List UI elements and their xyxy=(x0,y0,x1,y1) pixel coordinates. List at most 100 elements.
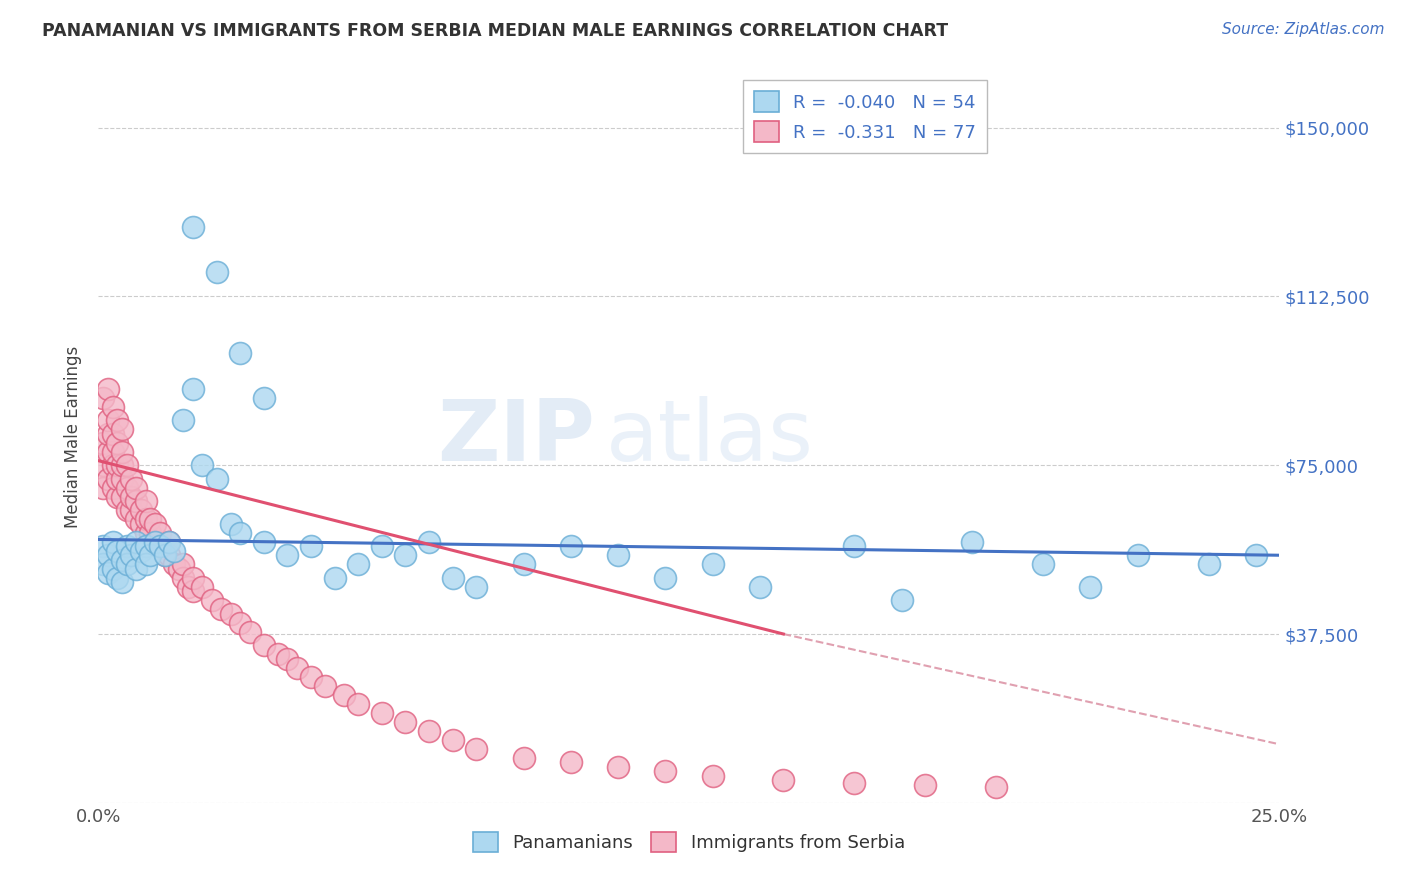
Text: ZIP: ZIP xyxy=(437,395,595,479)
Point xyxy=(239,624,262,639)
Point xyxy=(1198,558,1220,572)
Point xyxy=(125,481,148,495)
Point xyxy=(201,593,224,607)
Point xyxy=(299,539,322,553)
Point xyxy=(115,558,138,572)
Point xyxy=(135,539,157,553)
Point xyxy=(347,558,370,572)
Point xyxy=(135,525,157,540)
Point xyxy=(512,751,534,765)
Point xyxy=(205,265,228,279)
Point xyxy=(97,426,120,441)
Point xyxy=(115,539,138,553)
Point xyxy=(172,571,194,585)
Point xyxy=(91,481,114,495)
Point xyxy=(125,494,148,508)
Point xyxy=(1080,580,1102,594)
Point xyxy=(607,760,630,774)
Point xyxy=(984,780,1007,794)
Point xyxy=(101,534,124,549)
Point xyxy=(143,516,166,531)
Point xyxy=(111,490,134,504)
Point xyxy=(418,723,440,738)
Point xyxy=(371,539,394,553)
Point xyxy=(115,503,138,517)
Point xyxy=(111,422,134,436)
Point xyxy=(229,345,252,359)
Point xyxy=(914,778,936,792)
Legend: Panamanians, Immigrants from Serbia: Panamanians, Immigrants from Serbia xyxy=(465,824,912,860)
Point xyxy=(172,413,194,427)
Point xyxy=(607,548,630,562)
Point xyxy=(285,661,308,675)
Point xyxy=(139,525,162,540)
Point xyxy=(135,558,157,572)
Point xyxy=(163,558,186,572)
Point xyxy=(654,764,676,779)
Point xyxy=(129,503,152,517)
Point xyxy=(560,756,582,770)
Point xyxy=(191,580,214,594)
Point xyxy=(890,593,912,607)
Point xyxy=(253,638,276,652)
Point xyxy=(371,706,394,720)
Point xyxy=(97,472,120,486)
Text: Source: ZipAtlas.com: Source: ZipAtlas.com xyxy=(1222,22,1385,37)
Point xyxy=(149,539,172,553)
Point xyxy=(129,516,152,531)
Point xyxy=(153,548,176,562)
Point xyxy=(560,539,582,553)
Point xyxy=(172,558,194,572)
Point xyxy=(1032,558,1054,572)
Point xyxy=(101,562,124,576)
Point xyxy=(135,512,157,526)
Point xyxy=(111,444,134,458)
Y-axis label: Median Male Earnings: Median Male Earnings xyxy=(65,346,83,528)
Point xyxy=(465,741,488,756)
Point xyxy=(962,534,984,549)
Point xyxy=(105,435,128,450)
Point xyxy=(91,435,114,450)
Point xyxy=(163,543,186,558)
Text: atlas: atlas xyxy=(606,395,814,479)
Point xyxy=(143,534,166,549)
Point xyxy=(441,571,464,585)
Point xyxy=(101,481,124,495)
Point xyxy=(276,548,298,562)
Point xyxy=(115,481,138,495)
Point xyxy=(149,525,172,540)
Point xyxy=(465,580,488,594)
Point xyxy=(101,400,124,414)
Point xyxy=(111,553,134,567)
Point xyxy=(181,219,204,234)
Point xyxy=(157,534,180,549)
Point xyxy=(157,534,180,549)
Point xyxy=(97,566,120,581)
Point xyxy=(111,472,134,486)
Point xyxy=(1126,548,1149,562)
Point xyxy=(125,534,148,549)
Point xyxy=(91,458,114,473)
Point xyxy=(153,548,176,562)
Point xyxy=(101,444,124,458)
Point xyxy=(97,382,120,396)
Point xyxy=(177,580,200,594)
Point xyxy=(253,391,276,405)
Point xyxy=(111,458,134,473)
Point xyxy=(219,607,242,621)
Point xyxy=(91,558,114,572)
Point xyxy=(139,548,162,562)
Point xyxy=(276,652,298,666)
Point xyxy=(314,679,336,693)
Point xyxy=(105,490,128,504)
Point xyxy=(772,773,794,788)
Point xyxy=(97,444,120,458)
Point xyxy=(347,697,370,711)
Point xyxy=(121,472,143,486)
Point xyxy=(97,548,120,562)
Point xyxy=(121,490,143,504)
Point xyxy=(135,494,157,508)
Point xyxy=(105,543,128,558)
Point xyxy=(105,571,128,585)
Point xyxy=(844,775,866,789)
